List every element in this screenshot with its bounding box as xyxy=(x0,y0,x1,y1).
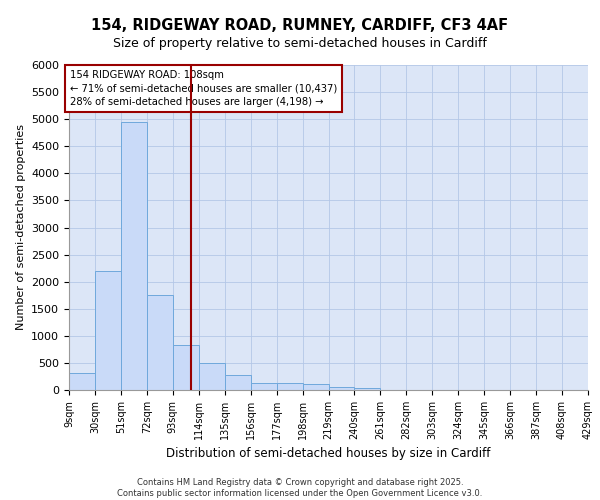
Bar xyxy=(69,373,95,390)
Text: Contains HM Land Registry data © Crown copyright and database right 2025.
Contai: Contains HM Land Registry data © Crown c… xyxy=(118,478,482,498)
Bar xyxy=(95,271,121,390)
Text: 154, RIDGEWAY ROAD, RUMNEY, CARDIFF, CF3 4AF: 154, RIDGEWAY ROAD, RUMNEY, CARDIFF, CF3… xyxy=(91,18,509,32)
Bar xyxy=(173,345,199,390)
Bar xyxy=(199,363,224,390)
Bar xyxy=(329,388,355,390)
Bar xyxy=(355,388,380,390)
Bar xyxy=(277,383,302,390)
Text: Size of property relative to semi-detached houses in Cardiff: Size of property relative to semi-detach… xyxy=(113,38,487,51)
X-axis label: Distribution of semi-detached houses by size in Cardiff: Distribution of semi-detached houses by … xyxy=(166,448,491,460)
Bar xyxy=(121,122,147,390)
Bar xyxy=(302,384,329,390)
Bar xyxy=(225,375,251,390)
Bar xyxy=(251,383,277,390)
Bar xyxy=(147,295,173,390)
Text: 154 RIDGEWAY ROAD: 108sqm
← 71% of semi-detached houses are smaller (10,437)
28%: 154 RIDGEWAY ROAD: 108sqm ← 71% of semi-… xyxy=(70,70,337,107)
Y-axis label: Number of semi-detached properties: Number of semi-detached properties xyxy=(16,124,26,330)
